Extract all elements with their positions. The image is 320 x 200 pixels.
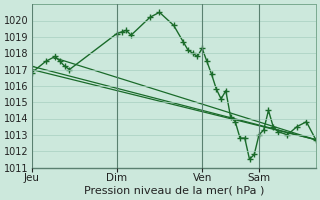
X-axis label: Pression niveau de la mer( hPa ): Pression niveau de la mer( hPa ) bbox=[84, 186, 264, 196]
